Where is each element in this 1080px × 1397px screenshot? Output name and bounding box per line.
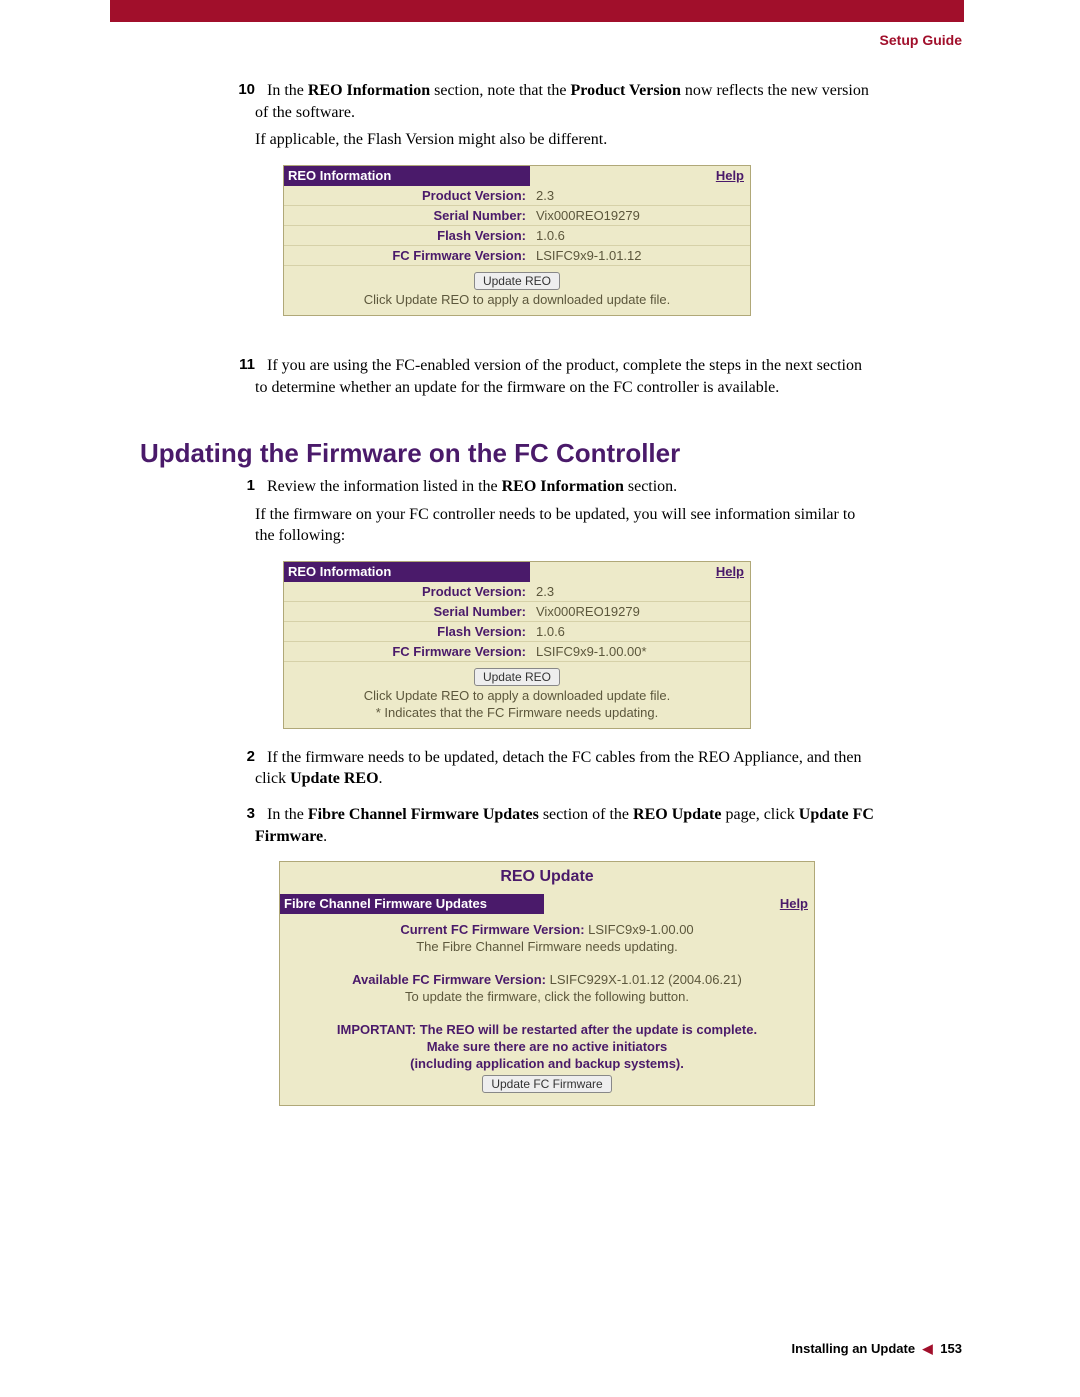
update-reo-button[interactable]: Update REO <box>474 668 560 686</box>
row-label: Product Version: <box>284 582 532 601</box>
panel-note-2: * Indicates that the FC Firmware needs u… <box>288 705 746 720</box>
row-value: 2.3 <box>532 582 750 601</box>
row-label: FC Firmware Version: <box>284 642 532 661</box>
row-label: Flash Version: <box>284 226 532 245</box>
row-value: 1.0.6 <box>532 226 750 245</box>
panel-section-title: Fibre Channel Firmware Updates <box>280 894 544 914</box>
panel-title: REO Information <box>284 166 530 186</box>
fc-instruction: To update the firmware, click the follow… <box>288 989 806 1004</box>
row-label: FC Firmware Version: <box>284 246 532 265</box>
reo-info-rows: Product Version:2.3 Serial Number:Vix000… <box>284 186 750 265</box>
help-link[interactable]: Help <box>716 168 744 183</box>
step-after-text: If applicable, the Flash Version might a… <box>255 131 607 148</box>
update-reo-button[interactable]: Update REO <box>474 272 560 290</box>
step-11-block: 11 If you are using the FC-enabled versi… <box>255 355 875 412</box>
current-fc-label: Current FC Firmware Version: <box>400 922 584 937</box>
row-label: Flash Version: <box>284 622 532 641</box>
step-text: If the firmware needs to be updated, det… <box>255 749 861 788</box>
row-value: LSIFC9x9-1.01.12 <box>532 246 750 265</box>
help-link[interactable]: Help <box>716 564 744 579</box>
fc-warning-3: (including application and backup system… <box>288 1056 806 1071</box>
row-label: Serial Number: <box>284 206 532 225</box>
row-value: LSIFC9x9-1.00.00* <box>532 642 750 661</box>
page: Setup Guide 10 In the REO Information se… <box>0 0 1080 1397</box>
step-number: 1 <box>227 476 263 496</box>
reo-update-panel: REO Update Fibre Channel Firmware Update… <box>279 861 815 1106</box>
step-text-2: If the firmware on your FC controller ne… <box>255 506 855 545</box>
avail-fc-value: LSIFC929X-1.01.12 (2004.06.21) <box>550 972 742 987</box>
reo-info-rows: Product Version:2.3 Serial Number:Vix000… <box>284 582 750 661</box>
reo-information-panel-2: REO Information Help Product Version:2.3… <box>283 561 751 729</box>
row-value: 2.3 <box>532 186 750 205</box>
step-number: 3 <box>227 804 263 824</box>
fc-warning-2: Make sure there are no active initiators <box>288 1039 806 1054</box>
step-number: 11 <box>227 355 263 375</box>
row-value: Vix000REO19279 <box>532 206 750 225</box>
row-label: Serial Number: <box>284 602 532 621</box>
page-number: 153 <box>940 1341 962 1356</box>
current-fc-value: LSIFC9x9-1.00.00 <box>588 922 694 937</box>
step-text: Review the information listed in the REO… <box>267 478 677 495</box>
page-footer: Installing an Update ◀ 153 <box>792 1341 962 1357</box>
reo-information-panel-1: REO Information Help Product Version:2.3… <box>283 165 751 316</box>
panel-title: REO Information <box>284 562 530 582</box>
fc-update-content: Current FC Firmware Version: LSIFC9x9-1.… <box>280 914 814 1105</box>
reo-update-title: REO Update <box>280 862 814 894</box>
header-label: Setup Guide <box>880 32 962 48</box>
top-red-stripe <box>110 0 964 22</box>
panel-note: Click Update REO to apply a downloaded u… <box>288 292 746 307</box>
step-text: If you are using the FC-enabled version … <box>255 357 862 396</box>
step-text: In the Fibre Channel Firmware Updates se… <box>255 806 874 845</box>
fc-warning-1: IMPORTANT: The REO will be restarted aft… <box>288 1022 806 1037</box>
step-number: 10 <box>227 80 263 100</box>
section-heading: Updating the Firmware on the FC Controll… <box>140 438 680 469</box>
triangle-icon: ◀ <box>923 1341 933 1356</box>
row-value: 1.0.6 <box>532 622 750 641</box>
steps-bottom: 1 Review the information listed in the R… <box>255 476 875 1106</box>
update-fc-firmware-button[interactable]: Update FC Firmware <box>482 1075 611 1093</box>
step-10-block: 10 In the REO Information section, note … <box>255 80 875 316</box>
avail-fc-label: Available FC Firmware Version: <box>352 972 546 987</box>
step-text: In the REO Information section, note tha… <box>255 82 869 121</box>
row-value: Vix000REO19279 <box>532 602 750 621</box>
help-link[interactable]: Help <box>780 896 808 911</box>
step-number: 2 <box>227 747 263 767</box>
footer-text: Installing an Update <box>792 1341 916 1356</box>
fc-needs-updating: The Fibre Channel Firmware needs updatin… <box>288 939 806 954</box>
panel-note: Click Update REO to apply a downloaded u… <box>288 688 746 703</box>
row-label: Product Version: <box>284 186 532 205</box>
